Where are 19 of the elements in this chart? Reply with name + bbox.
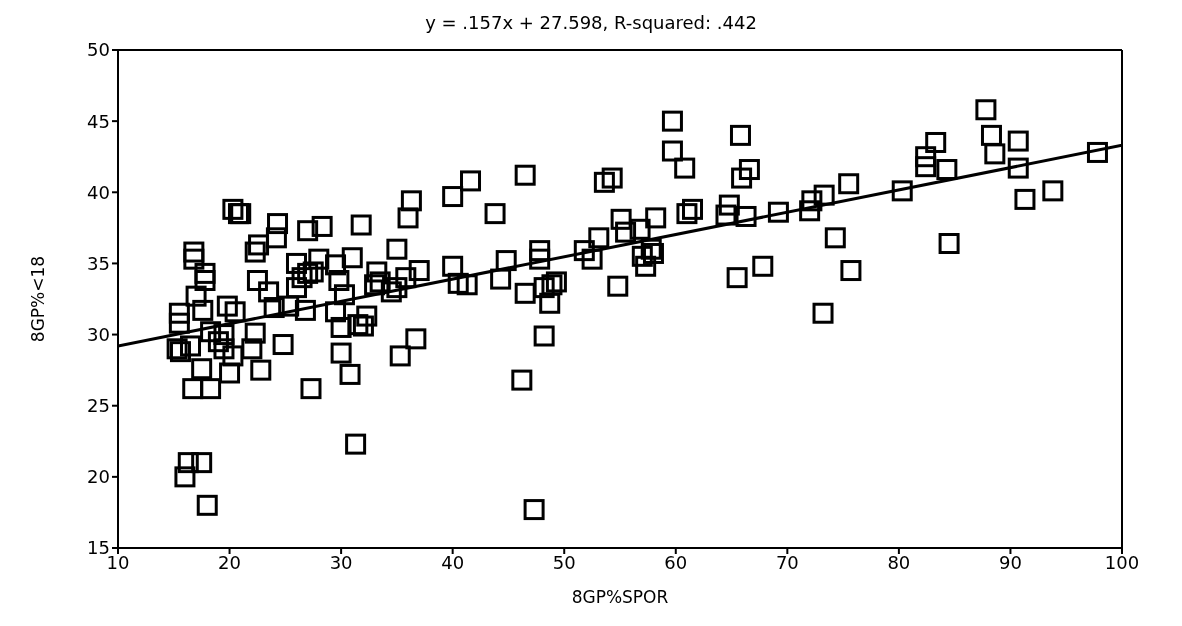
x-tick-label: 90 xyxy=(998,551,1022,573)
x-tick-label: 60 xyxy=(664,551,688,573)
chart-title: y = .157x + 27.598, R-squared: .442 xyxy=(424,11,758,35)
y-axis-title: 8GP%<18 xyxy=(28,255,49,343)
x-axis-title: 8GP%SPOR xyxy=(571,587,669,607)
x-tick-label: 70 xyxy=(775,551,799,573)
y-tick-label: 50 xyxy=(87,39,110,61)
x-tick-label: 80 xyxy=(887,551,911,573)
x-tick-label: 20 xyxy=(218,551,242,573)
x-tick-label: 40 xyxy=(441,551,465,573)
x-tick-label: 30 xyxy=(329,551,353,573)
x-tick-label: 50 xyxy=(552,551,576,573)
y-tick-label: 30 xyxy=(87,323,110,345)
y-tick-label: 35 xyxy=(87,252,110,274)
y-tick-label: 40 xyxy=(87,181,110,203)
y-tick-label: 45 xyxy=(87,110,110,132)
x-tick-label: 100 xyxy=(1104,551,1140,573)
y-tick-label: 20 xyxy=(87,466,110,488)
y-tick-label: 25 xyxy=(87,395,110,417)
